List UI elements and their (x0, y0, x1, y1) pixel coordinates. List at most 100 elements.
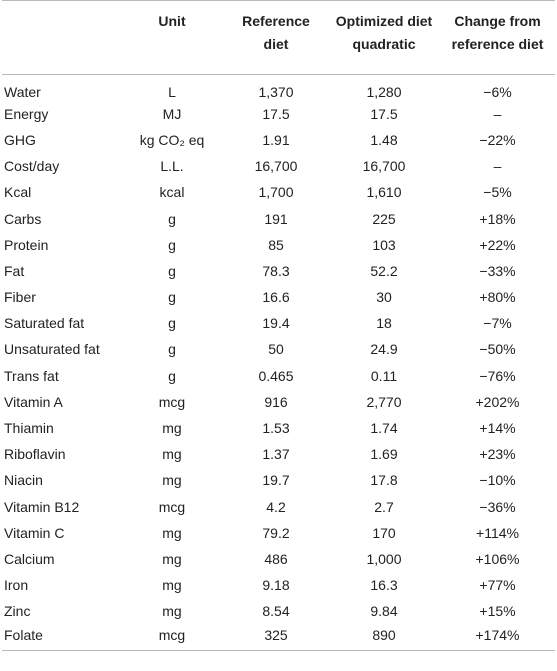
row-change-cell: −50% (479, 341, 516, 358)
row-optimized-cell: 170 (372, 524, 396, 541)
row-reference-cell: 0.465 (258, 367, 294, 384)
row-change-cell: −36% (479, 498, 516, 515)
row-name-cell: Cost/day (4, 158, 60, 175)
row-reference-cell: 16,700 (254, 158, 298, 175)
table-row: Energy MJ 17.5 17.5 – (2, 101, 555, 127)
row-optimized-cell: 16,700 (362, 158, 406, 175)
table-row: Trans fat g 0.465 0.11 −76% (2, 363, 555, 389)
row-optimized-cell: 16.3 (370, 577, 398, 594)
row-optimized-cell: 1.69 (370, 446, 398, 463)
row-unit-cell: MJ (162, 105, 182, 122)
row-optimized-cell: 18 (376, 315, 392, 332)
row-unit-cell: mg (162, 603, 182, 620)
row-name-cell: Unsaturated fat (4, 341, 100, 358)
row-reference-cell: 1,370 (258, 83, 294, 100)
row-unit-cell: mg (162, 550, 182, 567)
row-change-cell: +18% (479, 210, 516, 227)
row-change-cell: −33% (479, 262, 516, 279)
row-reference-cell: 325 (224, 624, 328, 652)
row-name-cell: Energy (4, 105, 49, 122)
table-row: Kcal kcal 1,700 1,610 −5% (2, 179, 555, 205)
row-change-cell: +202% (475, 393, 520, 410)
table-row: Vitamin B12 mcg 4.2 2.7 −36% (2, 494, 555, 520)
row-name-cell: Kcal (4, 184, 32, 201)
row-reference-cell: 19.7 (262, 472, 290, 489)
row-name-cell: Saturated fat (4, 315, 85, 332)
row-reference-cell: 4.2 (266, 498, 286, 515)
row-optimized-cell: 1.48 (370, 131, 398, 148)
table-row: Unsaturated fat g 50 24.9 −50% (2, 336, 555, 362)
table-row: GHG kg CO₂ eq 1.91 1.48 −22% (2, 127, 555, 153)
row-reference-cell: 916 (264, 393, 288, 410)
table-row: Saturated fat g 19.4 18 −7% (2, 310, 555, 336)
table-header: Unit Reference diet Optimized diet quadr… (2, 0, 555, 75)
row-unit-cell: g (168, 262, 176, 279)
row-name-cell: Iron (4, 577, 29, 594)
row-optimized-cell: 17.8 (370, 472, 398, 489)
row-optimized-cell: 890 (328, 624, 440, 652)
row-change-cell: −10% (479, 472, 516, 489)
row-change-cell: −6% (483, 83, 512, 100)
row-name-cell: Zinc (4, 603, 31, 620)
row-name-cell: Trans fat (4, 367, 59, 384)
row-name-cell: Thiamin (4, 420, 54, 437)
header-reference-line1: Reference (242, 13, 310, 29)
table-row: Fat g 78.3 52.2 −33% (2, 258, 555, 284)
table-row: Carbs g 191 225 +18% (2, 205, 555, 231)
row-reference-cell: 50 (268, 341, 284, 358)
table-body: Water L 1,370 1,280 −6% Energy MJ 17.5 17.5 – GHG k… (2, 75, 555, 652)
row-optimized-cell: 52.2 (370, 262, 398, 279)
row-unit-cell: L (168, 83, 176, 100)
row-unit-cell: mcg (158, 393, 186, 410)
header-optimized: Optimized diet quadratic (328, 0, 440, 75)
row-optimized-cell: 225 (372, 210, 396, 227)
row-reference-cell: 79.2 (262, 524, 290, 541)
row-name-cell: Water (4, 83, 41, 100)
row-reference-cell: 19.4 (262, 315, 290, 332)
row-reference-cell: 85 (268, 236, 284, 253)
row-unit-cell: mg (162, 420, 182, 437)
row-optimized-cell: 2,770 (366, 393, 402, 410)
table-row: Folate mcg 325 890 +174% (2, 624, 555, 652)
row-unit-cell: mg (162, 446, 182, 463)
row-name-cell: Vitamin B12 (4, 498, 80, 515)
header-unit: Unit (120, 0, 224, 75)
row-change-cell: +174% (440, 624, 555, 652)
row-name-cell: Vitamin C (4, 524, 65, 541)
row-change-cell: +22% (479, 236, 516, 253)
row-reference-cell: 191 (264, 210, 288, 227)
row-unit-cell: g (168, 210, 176, 227)
row-optimized-cell: 103 (372, 236, 396, 253)
table-row: Thiamin mg 1.53 1.74 +14% (2, 415, 555, 441)
row-optimized-cell: 17.5 (370, 105, 398, 122)
row-name-cell: Niacin (4, 472, 43, 489)
row-unit-cell: g (168, 341, 176, 358)
row-unit-cell: g (168, 315, 176, 332)
nutrition-comparison-table: Unit Reference diet Optimized diet quadr… (2, 0, 555, 652)
row-unit-cell: kcal (159, 184, 185, 201)
row-name-cell: Folate (2, 624, 120, 652)
table-row: Vitamin A mcg 916 2,770 +202% (2, 389, 555, 415)
table-row: Calcium mg 486 1,000 +106% (2, 546, 555, 572)
row-name-cell: Protein (4, 236, 49, 253)
row-optimized-cell: 9.84 (370, 603, 398, 620)
header-row: Unit Reference diet Optimized diet quadr… (2, 0, 555, 75)
row-change-cell: +23% (479, 446, 516, 463)
row-reference-cell: 1.91 (262, 131, 290, 148)
row-reference-cell: 16.6 (262, 289, 290, 306)
row-reference-cell: 8.54 (262, 603, 290, 620)
row-change-cell: +14% (479, 420, 516, 437)
row-change-cell: – (493, 158, 502, 175)
table-row: Niacin mg 19.7 17.8 −10% (2, 467, 555, 493)
header-change: Change from reference diet (440, 0, 555, 75)
row-unit-cell: mg (162, 472, 182, 489)
table-row: Water L 1,370 1,280 −6% (2, 75, 555, 101)
row-name-cell: Riboflavin (4, 446, 66, 463)
row-unit-cell: kg CO₂ eq (139, 131, 205, 148)
header-name (2, 0, 120, 75)
row-optimized-cell: 24.9 (370, 341, 398, 358)
table-row: Fiber g 16.6 30 +80% (2, 284, 555, 310)
row-change-cell: +106% (475, 550, 520, 567)
row-optimized-cell: 1,280 (366, 83, 402, 100)
